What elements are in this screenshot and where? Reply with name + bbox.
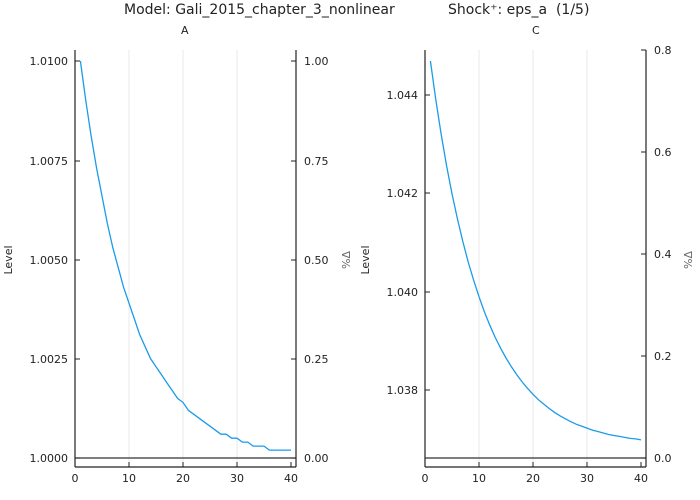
y-tick-label-left: 1.044 [387,89,419,102]
y-axis-label-right: %Δ [682,251,695,269]
y-tick-label-right: 1.00 [304,55,329,68]
y-tick-label-left: 1.0000 [30,452,69,465]
x-tick-label: 0 [422,472,429,485]
y-tick-label-right: 0.2 [654,350,672,363]
panel-title-c: C [532,24,540,37]
y-tick-label-right: 0.6 [654,146,672,159]
shock-title: Shock⁺: eps_a (1/5) [448,2,590,18]
x-tick-label: 0 [72,472,79,485]
model-title: Model: Gali_2015_chapter_3_nonlinear [124,2,395,18]
y-tick-label-left: 1.0100 [30,55,69,68]
irf-line [79,60,291,451]
x-tick-label: 40 [284,472,298,485]
panel-title-a: A [181,24,189,37]
y-axis-label-left: Level [2,245,15,274]
y-tick-label-left: 1.0025 [30,353,69,366]
x-tick-label: 20 [526,472,540,485]
y-tick-label-right: 0.50 [304,254,329,267]
y-tick-label-right: 0.25 [304,353,329,366]
y-tick-label-left: 1.040 [387,286,419,299]
y-tick-label-left: 1.0075 [30,155,69,168]
irf-line [429,60,642,441]
y-tick-label-right: 0.00 [304,452,329,465]
y-tick-label-right: 0.4 [654,248,672,261]
x-tick-label: 10 [122,472,136,485]
y-axis-label-left: Level [359,245,372,274]
x-tick-label: 20 [176,472,190,485]
y-tick-label-right: 0.75 [304,155,329,168]
y-tick-label-left: 1.038 [387,384,419,397]
panel-a: 0 10 20 30 40 1.0000 1.0025 1.0050 1.0075 1.0100 0… [2,50,353,485]
y-tick-label-right: 0.0 [654,452,672,465]
x-tick-label: 40 [634,472,648,485]
x-tick-label: 30 [580,472,594,485]
y-axis-label-right: %Δ [340,251,353,269]
panel-c: 0 10 20 30 40 1.038 1.040 1.042 1.044 0.0 0.2 0.4 0.… [359,44,695,485]
x-tick-label: 10 [472,472,486,485]
x-tick-label: 30 [230,472,244,485]
y-tick-label-left: 1.0050 [30,254,69,267]
y-tick-label-left: 1.042 [387,187,419,200]
y-tick-label-right: 0.8 [654,44,672,57]
